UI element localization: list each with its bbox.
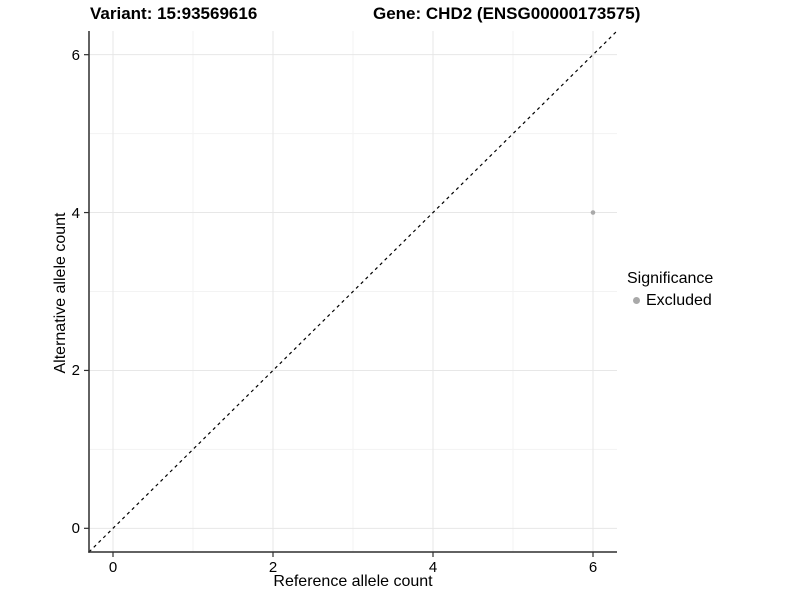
plot-title-variant: Variant: 15:93569616 — [90, 4, 258, 23]
data-point — [590, 210, 596, 215]
x-axis-label: Reference allele count — [273, 573, 433, 590]
identity-line — [88, 30, 618, 553]
excluded-point-icon — [633, 297, 640, 304]
y-tick-label: 0 — [71, 520, 80, 538]
legend-item-excluded: Excluded — [627, 291, 713, 310]
legend-item-label: Excluded — [646, 292, 712, 309]
y-tick-label: 4 — [71, 204, 80, 222]
x-tick-label: 4 — [428, 559, 438, 576]
x-tick-label: 2 — [268, 559, 278, 576]
legend: Significance Excluded — [627, 269, 713, 310]
x-tick-label: 6 — [588, 559, 598, 576]
y-tick-label: 6 — [71, 46, 80, 64]
x-tick-label: 0 — [108, 559, 118, 576]
plot-title-gene: Gene: CHD2 (ENSG00000173575) — [373, 4, 641, 23]
y-tick-label: 2 — [71, 362, 80, 380]
legend-title: Significance — [627, 270, 714, 287]
